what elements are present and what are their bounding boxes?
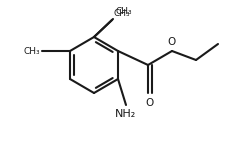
Text: CH₃: CH₃ <box>23 47 40 56</box>
Text: O: O <box>146 98 154 108</box>
Text: NH₂: NH₂ <box>115 109 137 119</box>
Text: O: O <box>168 37 176 47</box>
Text: CH₃: CH₃ <box>113 9 130 18</box>
Text: CH₃: CH₃ <box>115 7 132 16</box>
